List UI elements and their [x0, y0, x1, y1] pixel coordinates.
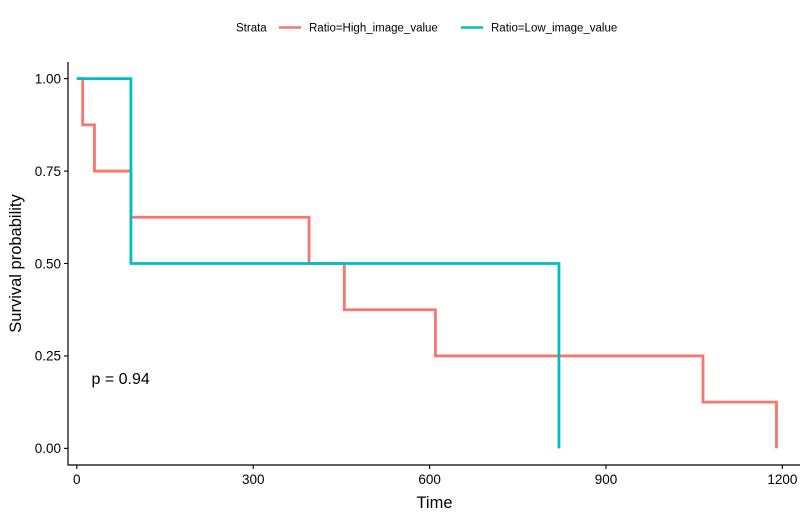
- x-tick-label: 0: [73, 472, 81, 487]
- x-tick-label: 900: [595, 472, 618, 487]
- axes: 0 300 600 900 1200 0.00 0.25 0.50 0.75 1.00: [35, 62, 800, 487]
- y-tick-label: 0.00: [35, 441, 61, 456]
- y-tick-label: 0.75: [35, 164, 61, 179]
- y-axis-title: Survival probability: [7, 194, 25, 333]
- x-tick-label: 600: [418, 472, 441, 487]
- legend: Strata Ratio=High_image_value Ratio=Low_…: [236, 23, 617, 35]
- x-axis-title: Time: [416, 494, 452, 512]
- y-tick-label: 0.50: [35, 256, 61, 271]
- x-tick-label: 300: [242, 472, 265, 487]
- y-tick-label: 1.00: [35, 71, 61, 86]
- legend-label-low: Ratio=Low_image_value: [491, 23, 617, 35]
- legend-label-high: Ratio=High_image_value: [309, 23, 438, 35]
- y-tick-label: 0.25: [35, 349, 61, 364]
- x-tick-label: 1200: [767, 472, 797, 487]
- series-line-ratio-low-image-value: [76, 77, 561, 449]
- p-value-annotation: p = 0.94: [92, 371, 150, 388]
- series-layer: [76, 77, 778, 449]
- legend-title: Strata: [236, 23, 267, 35]
